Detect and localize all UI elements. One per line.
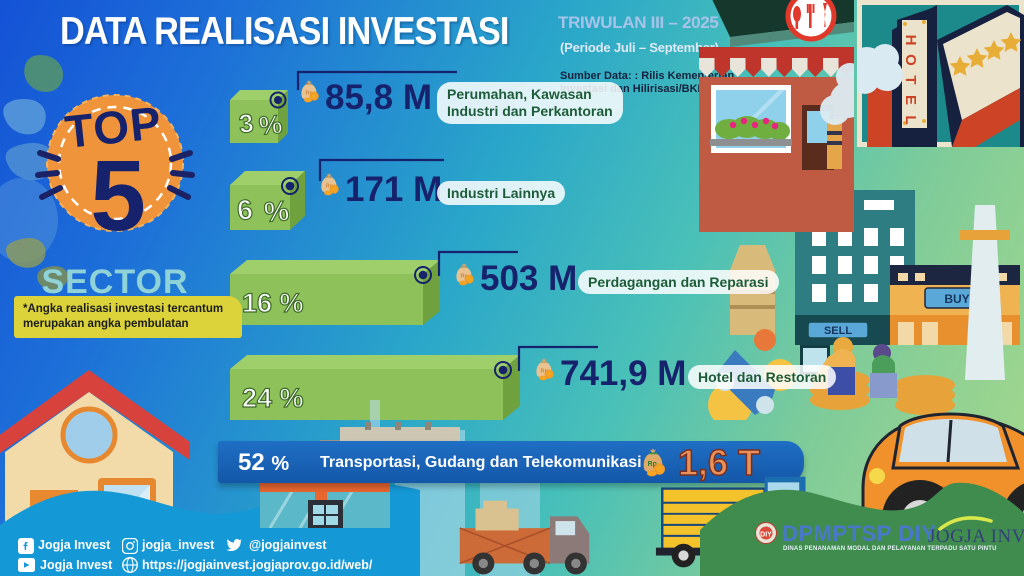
svg-text:H: H: [902, 35, 919, 46]
svg-text:O: O: [902, 54, 919, 66]
svg-text:T: T: [902, 75, 919, 84]
svg-text:E: E: [902, 95, 919, 105]
svg-text:L: L: [902, 115, 919, 124]
svg-text:DIY: DIY: [760, 532, 772, 539]
